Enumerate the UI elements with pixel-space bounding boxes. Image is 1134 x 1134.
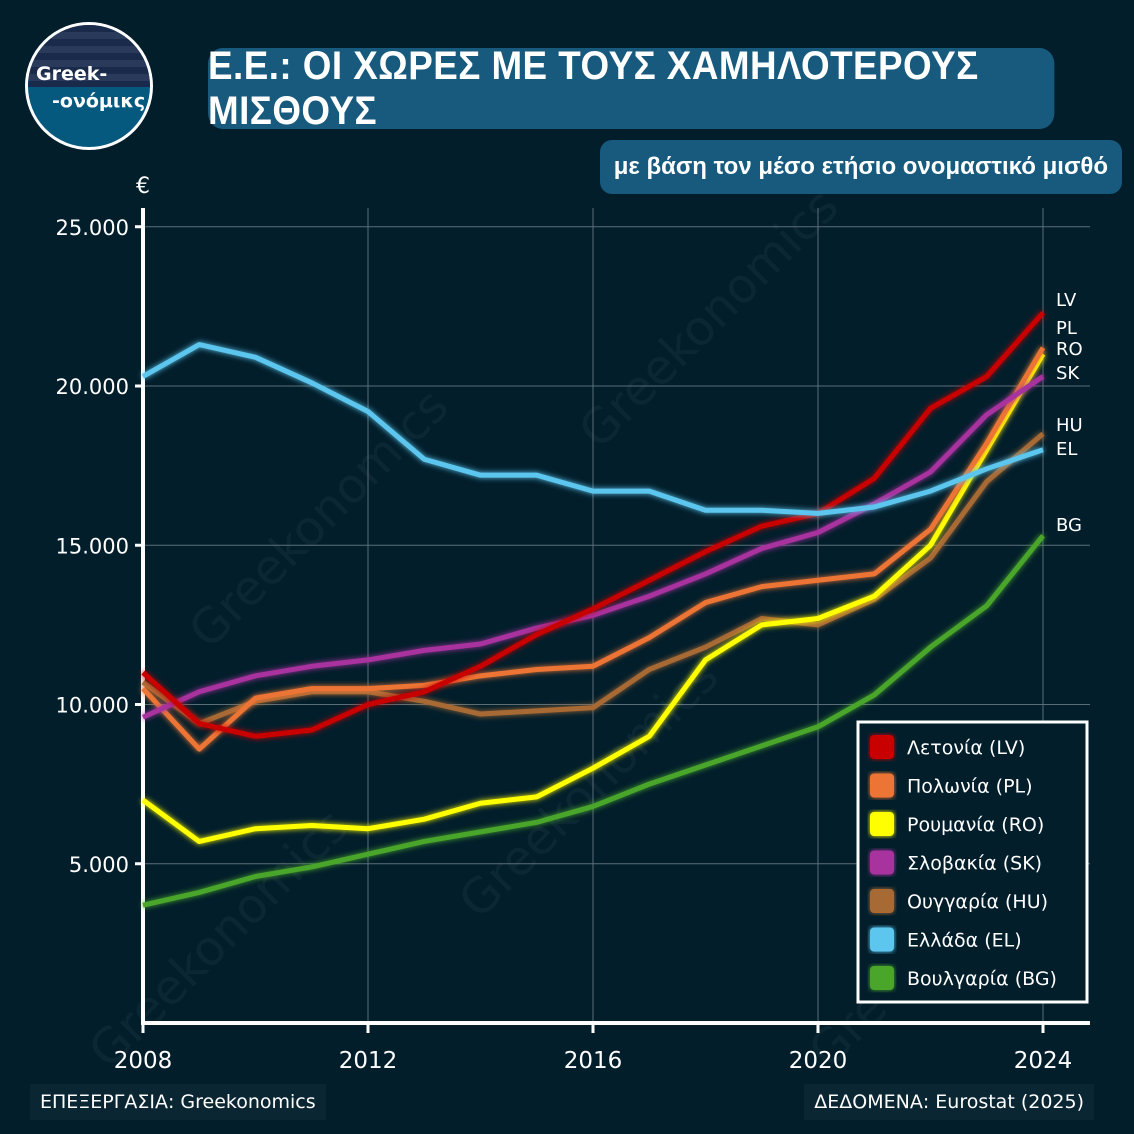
legend-label-lv: Λετονία (LV)	[907, 737, 1025, 759]
legend-swatch-hu	[870, 889, 894, 913]
end-label-sk: SK	[1056, 363, 1080, 384]
legend-label-hu: Ουγγαρία (HU)	[907, 891, 1048, 913]
y-axis-label: €	[136, 174, 150, 199]
greek-flag-icon	[28, 25, 150, 87]
watermark-text: Greekonomics	[448, 648, 729, 929]
x-tick-label: 2008	[114, 1048, 173, 1074]
series-line-hu	[141, 431, 1045, 727]
legend-box	[856, 720, 1089, 1004]
legend-label-sk: Σλοβακία (SK)	[907, 853, 1042, 875]
legend-swatch-lv	[870, 735, 894, 759]
watermark-text: Greekonomics	[78, 798, 359, 1079]
series-line-lv	[141, 311, 1045, 739]
watermark-text: Greekonomics	[178, 378, 459, 659]
series-line-bg	[142, 534, 1045, 908]
y-tick-label: 10.000	[56, 694, 129, 718]
chart-title: Ε.Ε.: ΟΙ ΧΩΡΕΣ ΜΕ ΤΟΥΣ ΧΑΜΗΛΟΤΕΡΟΥΣ ΜΙΣΘ…	[208, 44, 1055, 133]
x-tick-label: 2024	[1014, 1048, 1073, 1074]
logo-line2: -ονόμικς	[52, 90, 146, 112]
end-label-hu: HU	[1056, 415, 1083, 436]
legend-label-pl: Πολωνία (PL)	[907, 776, 1033, 798]
legend-swatch-bg	[870, 966, 894, 990]
source-text: ΔΕΔΟΜΕΝΑ: Eurostat (2025)	[804, 1084, 1094, 1120]
end-label-pl: PL	[1056, 318, 1077, 339]
credit-text: ΕΠΕΞΕΡΓΑΣΙΑ: Greekonomics	[30, 1084, 326, 1120]
legend-swatch-sk	[870, 850, 894, 875]
legend-label-ro: Ρουμανία (RO)	[907, 814, 1044, 836]
end-label-lv: LV	[1056, 290, 1077, 311]
end-label-ro: RO	[1056, 339, 1083, 360]
x-tick-label: 2016	[564, 1048, 623, 1074]
y-tick-label: 25.000	[56, 216, 129, 240]
legend-swatch-pl	[870, 773, 894, 798]
series-line-pl	[141, 346, 1046, 752]
series-line-el	[141, 342, 1044, 516]
legend-label-el: Ελλάδα (EL)	[907, 930, 1022, 952]
legend-swatch-ro	[870, 812, 894, 836]
y-tick-label: 15.000	[56, 534, 129, 558]
watermark-text: Greekonomics	[568, 178, 849, 459]
series-line-ro	[141, 352, 1046, 844]
end-label-el: EL	[1056, 439, 1077, 460]
legend-swatch-el	[870, 927, 894, 952]
end-label-bg: BG	[1056, 515, 1082, 536]
logo-line1: Greek-	[36, 63, 108, 85]
legend-label-bg: Βουλγαρία (BG)	[907, 968, 1057, 990]
y-tick-label: 20.000	[56, 375, 129, 399]
series-line-sk	[141, 374, 1045, 720]
greekonomics-logo: Greek- -ονόμικς	[25, 22, 153, 150]
x-tick-label: 2012	[339, 1048, 398, 1074]
chart-subtitle: με βάση τον μέσο ετήσιο ονομαστικό μισθό	[599, 140, 1122, 194]
x-tick-label: 2020	[789, 1048, 848, 1074]
y-tick-label: 5.000	[69, 853, 129, 877]
